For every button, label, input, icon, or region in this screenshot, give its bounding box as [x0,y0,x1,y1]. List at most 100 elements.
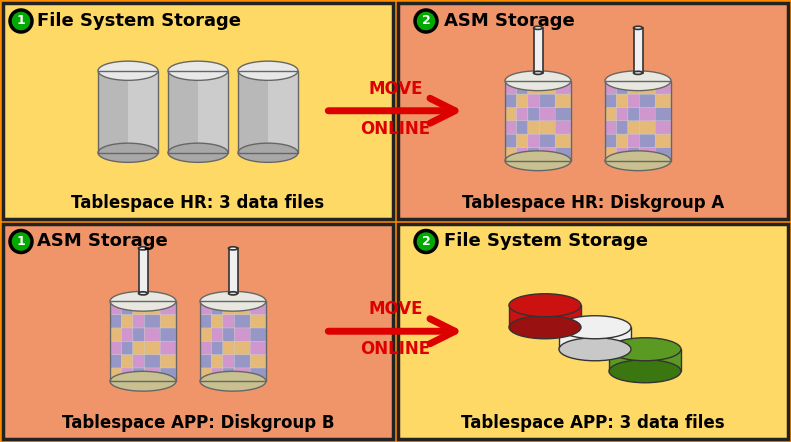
FancyBboxPatch shape [517,148,528,161]
FancyBboxPatch shape [655,94,671,107]
FancyBboxPatch shape [200,301,211,315]
Polygon shape [559,327,631,349]
Text: Tablespace HR: 3 data files: Tablespace HR: 3 data files [71,194,324,212]
Text: File System Storage: File System Storage [444,232,648,251]
FancyBboxPatch shape [628,148,639,161]
FancyBboxPatch shape [616,121,628,134]
FancyBboxPatch shape [528,107,539,121]
FancyBboxPatch shape [639,94,655,107]
FancyBboxPatch shape [144,354,160,368]
Ellipse shape [168,61,228,80]
FancyBboxPatch shape [223,301,234,315]
FancyBboxPatch shape [517,81,528,94]
Text: Tablespace HR: Diskgroup A: Tablespace HR: Diskgroup A [462,194,724,212]
FancyBboxPatch shape [234,341,250,354]
FancyBboxPatch shape [655,121,671,134]
Polygon shape [605,81,671,161]
FancyBboxPatch shape [628,121,639,134]
FancyBboxPatch shape [211,341,223,354]
FancyBboxPatch shape [639,81,655,94]
FancyBboxPatch shape [133,301,144,315]
Polygon shape [110,301,176,381]
FancyBboxPatch shape [605,121,616,134]
Polygon shape [505,81,571,161]
FancyBboxPatch shape [234,315,250,328]
FancyBboxPatch shape [616,107,628,121]
Ellipse shape [559,338,631,361]
FancyBboxPatch shape [517,107,528,121]
FancyBboxPatch shape [160,301,176,315]
FancyBboxPatch shape [539,107,555,121]
FancyBboxPatch shape [250,341,266,354]
Polygon shape [533,28,543,73]
Ellipse shape [505,151,571,171]
Polygon shape [3,224,393,439]
Ellipse shape [200,371,266,391]
FancyBboxPatch shape [160,368,176,381]
Ellipse shape [634,71,642,74]
FancyBboxPatch shape [639,107,655,121]
Ellipse shape [98,61,158,80]
FancyBboxPatch shape [555,94,571,107]
Ellipse shape [609,338,681,361]
FancyBboxPatch shape [555,148,571,161]
FancyBboxPatch shape [133,341,144,354]
FancyBboxPatch shape [200,341,211,354]
FancyBboxPatch shape [122,341,133,354]
FancyBboxPatch shape [122,328,133,341]
FancyBboxPatch shape [133,315,144,328]
Text: ONLINE: ONLINE [361,340,430,358]
FancyBboxPatch shape [528,94,539,107]
FancyBboxPatch shape [144,368,160,381]
Polygon shape [128,71,158,153]
FancyBboxPatch shape [122,301,133,315]
Ellipse shape [605,151,671,171]
FancyBboxPatch shape [160,328,176,341]
FancyBboxPatch shape [144,328,160,341]
FancyBboxPatch shape [122,354,133,368]
FancyBboxPatch shape [639,134,655,148]
FancyBboxPatch shape [505,107,517,121]
FancyBboxPatch shape [110,368,122,381]
Text: ASM Storage: ASM Storage [444,12,575,30]
FancyBboxPatch shape [200,328,211,341]
Ellipse shape [415,230,437,252]
FancyBboxPatch shape [605,81,616,94]
FancyBboxPatch shape [250,368,266,381]
FancyBboxPatch shape [133,328,144,341]
FancyBboxPatch shape [539,134,555,148]
FancyBboxPatch shape [110,301,122,315]
Ellipse shape [138,247,147,250]
FancyBboxPatch shape [200,315,211,328]
FancyBboxPatch shape [250,354,266,368]
FancyBboxPatch shape [200,354,211,368]
FancyBboxPatch shape [144,315,160,328]
FancyBboxPatch shape [528,121,539,134]
Text: ONLINE: ONLINE [361,120,430,138]
Polygon shape [98,71,128,153]
Ellipse shape [559,316,631,339]
FancyBboxPatch shape [223,354,234,368]
FancyBboxPatch shape [628,107,639,121]
Polygon shape [198,71,228,153]
Ellipse shape [509,294,581,317]
Polygon shape [398,3,788,218]
FancyBboxPatch shape [133,368,144,381]
Text: 1: 1 [17,15,25,27]
FancyBboxPatch shape [539,121,555,134]
FancyBboxPatch shape [555,81,571,94]
FancyBboxPatch shape [628,81,639,94]
FancyBboxPatch shape [505,134,517,148]
Text: MOVE: MOVE [369,80,422,98]
FancyBboxPatch shape [223,341,234,354]
Polygon shape [138,248,147,293]
Ellipse shape [229,292,237,295]
FancyBboxPatch shape [655,148,671,161]
FancyBboxPatch shape [555,134,571,148]
Text: 2: 2 [422,235,430,248]
FancyBboxPatch shape [528,81,539,94]
FancyBboxPatch shape [160,315,176,328]
FancyBboxPatch shape [200,368,211,381]
FancyBboxPatch shape [539,81,555,94]
Ellipse shape [110,371,176,391]
